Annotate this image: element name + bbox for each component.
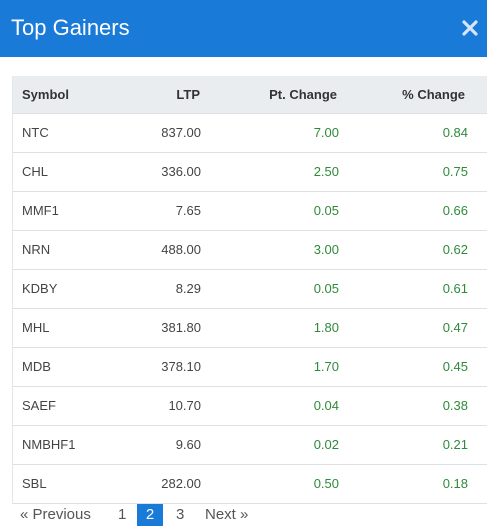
page-link-3[interactable]: 3	[176, 506, 185, 523]
ltp-cell: 378.10	[161, 359, 201, 374]
symbol-cell[interactable]: MMF1	[22, 203, 59, 218]
table-row[interactable]: MDB 378.10 1.70 0.45	[13, 348, 487, 387]
symbol-cell[interactable]: NTC	[22, 125, 49, 140]
symbol-cell[interactable]: NRN	[22, 242, 51, 257]
pt-change-cell: 1.70	[313, 359, 339, 374]
ltp-cell: 282.00	[161, 476, 201, 491]
pct-change-cell: 0.62	[442, 242, 468, 257]
table-row[interactable]: NRN 488.00 3.00 0.62	[13, 231, 487, 270]
symbol-cell[interactable]: SBL	[22, 476, 47, 491]
table-row[interactable]: SBL 282.00 0.50 0.18	[13, 465, 487, 504]
pt-change-cell: 0.04	[313, 398, 339, 413]
ltp-cell: 10.70	[168, 398, 201, 413]
pct-change-cell: 0.38	[442, 398, 468, 413]
page-link-2-active[interactable]: 2	[137, 504, 163, 526]
pt-change-cell: 0.05	[313, 203, 339, 218]
column-header-symbol[interactable]: Symbol	[22, 87, 69, 102]
pt-change-cell: 1.80	[313, 320, 339, 335]
pct-change-cell: 0.18	[442, 476, 468, 491]
symbol-cell[interactable]: MHL	[22, 320, 50, 335]
ltp-cell: 381.80	[161, 320, 201, 335]
ltp-cell: 9.60	[175, 437, 201, 452]
pt-change-cell: 0.05	[313, 281, 339, 296]
pct-change-cell: 0.66	[442, 203, 468, 218]
table-header-row: Symbol LTP Pt. Change % Change	[13, 76, 487, 114]
pt-change-cell: 0.50	[313, 476, 339, 491]
column-header-pct-change[interactable]: % Change	[402, 87, 465, 102]
next-page-link[interactable]: Next »	[205, 506, 249, 523]
ltp-cell: 837.00	[161, 125, 201, 140]
pct-change-cell: 0.84	[442, 125, 468, 140]
symbol-cell[interactable]: SAEF	[22, 398, 56, 413]
table-row[interactable]: SAEF 10.70 0.04 0.38	[13, 387, 487, 426]
column-header-pt-change[interactable]: Pt. Change	[269, 87, 337, 102]
pct-change-cell: 0.47	[442, 320, 468, 335]
pct-change-cell: 0.45	[442, 359, 468, 374]
previous-page-link[interactable]: « Previous	[20, 506, 91, 523]
pt-change-cell: 3.00	[313, 242, 339, 257]
modal-title: Top Gainers	[11, 15, 130, 40]
pt-change-cell: 2.50	[313, 164, 339, 179]
gainers-table: Symbol LTP Pt. Change % Change NTC 837.00…	[12, 76, 487, 504]
ltp-cell: 8.29	[175, 281, 201, 296]
table-row[interactable]: NMBHF1 9.60 0.02 0.21	[13, 426, 487, 465]
table-row[interactable]: KDBY 8.29 0.05 0.61	[13, 270, 487, 309]
ltp-cell: 488.00	[161, 242, 201, 257]
pt-change-cell: 0.02	[313, 437, 339, 452]
pt-change-cell: 7.00	[313, 125, 339, 140]
ltp-cell: 336.00	[161, 164, 201, 179]
pct-change-cell: 0.21	[442, 437, 468, 452]
table-row[interactable]: CHL 336.00 2.50 0.75	[13, 153, 487, 192]
symbol-cell[interactable]: KDBY	[22, 281, 58, 296]
ltp-cell: 7.65	[175, 203, 201, 218]
symbol-cell[interactable]: MDB	[22, 359, 51, 374]
symbol-cell[interactable]: CHL	[22, 164, 49, 179]
close-icon[interactable]	[462, 20, 478, 36]
column-header-ltp[interactable]: LTP	[176, 87, 200, 102]
modal-header: Top Gainers	[0, 0, 487, 57]
pct-change-cell: 0.75	[442, 164, 468, 179]
table-row[interactable]: NTC 837.00 7.00 0.84	[13, 114, 487, 153]
page-link-1[interactable]: 1	[118, 506, 127, 523]
table-row[interactable]: MMF1 7.65 0.05 0.66	[13, 192, 487, 231]
symbol-cell[interactable]: NMBHF1	[22, 437, 76, 452]
table-row[interactable]: MHL 381.80 1.80 0.47	[13, 309, 487, 348]
pct-change-cell: 0.61	[442, 281, 468, 296]
